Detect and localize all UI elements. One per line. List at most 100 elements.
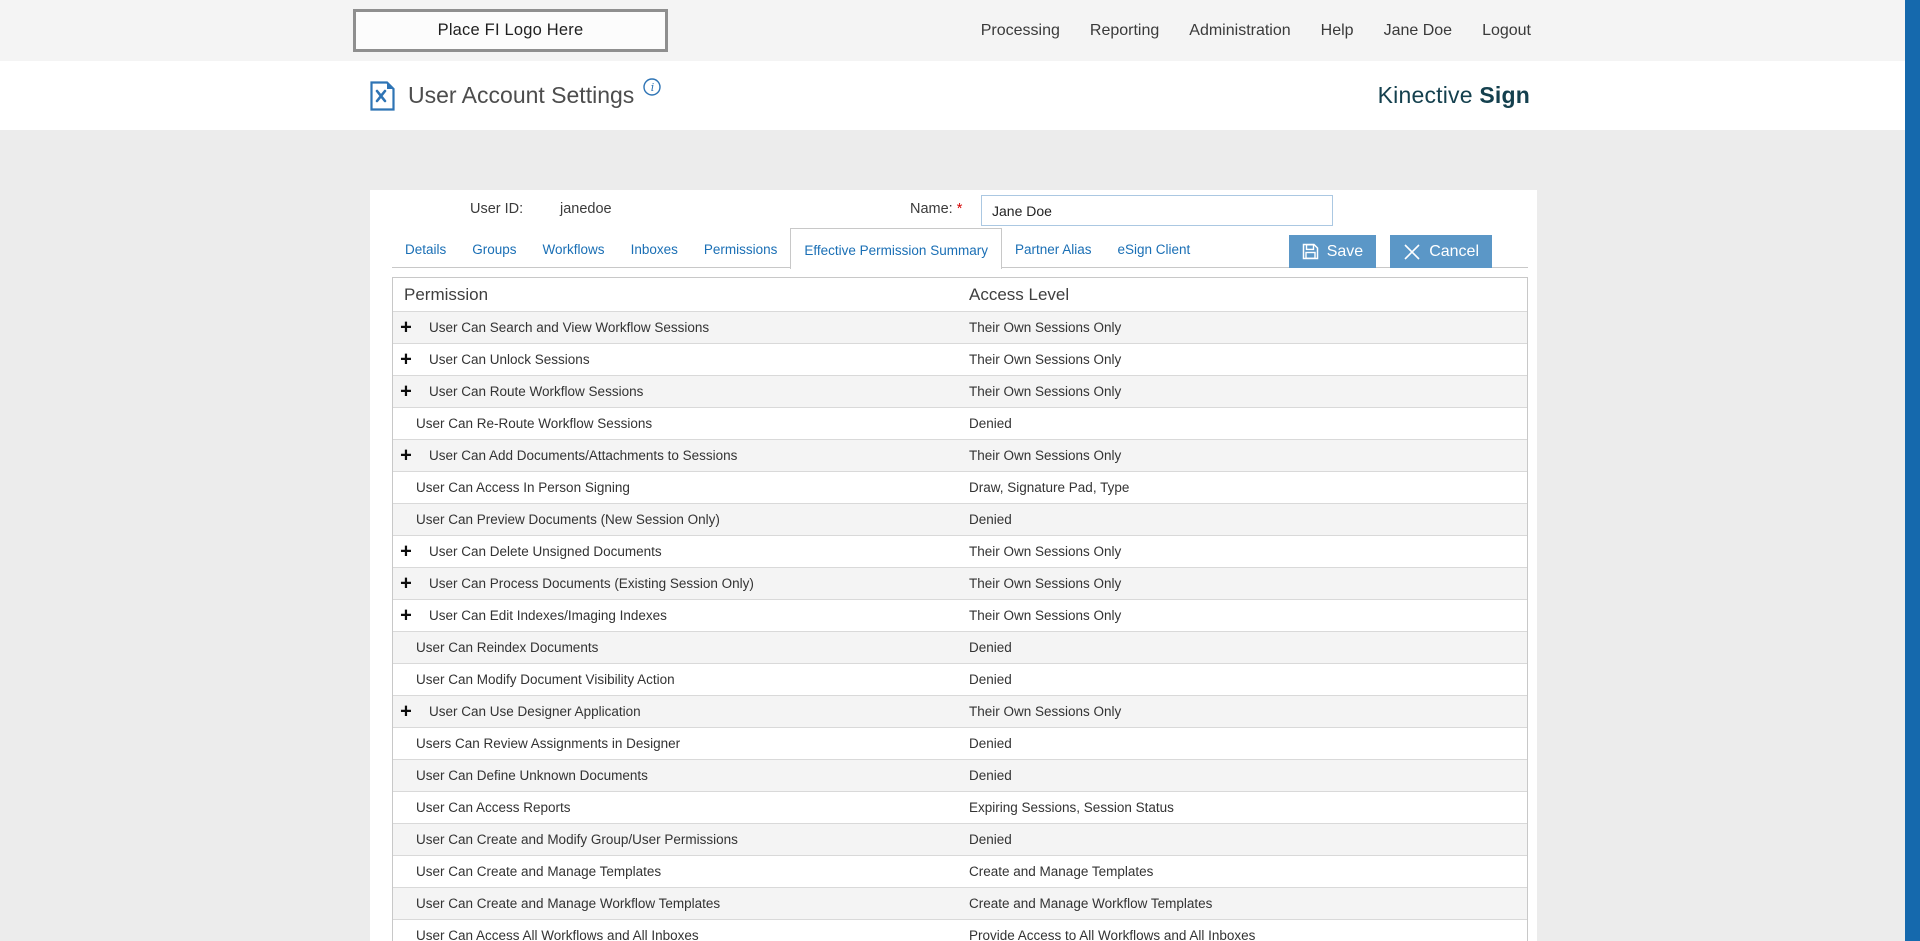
permission-cell: User Can Create and Modify Group/User Pe… [416,832,738,847]
permission-cell: User Can Route Workflow Sessions [429,384,644,399]
save-button[interactable]: Save [1288,235,1377,268]
table-header-row: Permission Access Level [393,278,1527,311]
info-icon[interactable]: i [643,77,661,96]
permission-cell: User Can Re-Route Workflow Sessions [416,416,653,431]
nav-item-administration[interactable]: Administration [1189,21,1291,39]
permission-cell: Users Can Review Assignments in Designer [416,736,681,751]
name-field[interactable] [981,195,1333,226]
tab-effective-permission-summary[interactable]: Effective Permission Summary [790,228,1002,269]
page-title: User Account Settings [408,82,635,108]
table-row: + User Can Process Documents (Existing Se… [393,567,1527,599]
permission-cell: User Can Unlock Sessions [429,352,590,367]
tab-strip: Details Groups Workflows Inboxes Permissions… [392,228,1528,269]
user-id-label: User ID: [470,201,524,217]
table-row: User Can Create and Manage Templates Crea… [393,855,1527,887]
permission-cell: User Can Modify Document Visibility Acti… [416,672,675,687]
tab-groups[interactable]: Groups [472,241,517,257]
table-row: Users Can Review Assignments in Designer… [393,727,1527,759]
permission-column-header: Permission [404,284,489,304]
permission-cell: User Can Create and Manage Templates [416,864,662,879]
permission-cell: User Can Define Unknown Documents [416,768,648,783]
action-buttons: Save Cancel [1288,235,1492,268]
user-id-value: janedoe [560,201,612,217]
name-label: Name: * [910,201,963,217]
access-level-cell: Their Own Sessions Only [969,704,1122,719]
table-row: + User Can Route Workflow Sessions Their O… [393,375,1527,407]
permission-cell: User Can Process Documents (Existing Ses… [429,576,754,591]
table-row: User Can Preview Documents (New Session … [393,503,1527,535]
access-level-cell: Their Own Sessions Only [969,576,1122,591]
page-header: User Account Settings i Kinective Sign [0,61,1905,130]
table-row: User Can Create and Manage Workflow Temp… [393,887,1527,919]
tab-partner-alias[interactable]: Partner Alias [1014,241,1092,257]
permission-cell: User Can Add Documents/Attachments to Se… [429,448,738,463]
tab-permissions[interactable]: Permissions [703,241,778,257]
table-row: User Can Re-Route Workflow Sessions Denie… [393,407,1527,439]
tab-details[interactable]: Details [405,241,447,257]
permission-cell: User Can Use Designer Application [429,704,641,719]
expand-plus-icon[interactable]: + [400,444,412,467]
permission-cell: User Can Reindex Documents [416,640,599,655]
expand-plus-icon[interactable]: + [400,316,412,339]
fi-logo-placeholder: Place FI Logo Here [353,9,668,52]
expand-plus-icon[interactable]: + [400,380,412,403]
kinective-sign-logo: Kinective Sign [1377,82,1530,108]
permission-cell: User Can Preview Documents (New Session … [416,512,720,527]
access-level-cell: Expiring Sessions, Session Status [969,800,1174,815]
access-level-cell: Their Own Sessions Only [969,320,1122,335]
table-row: + User Can Unlock Sessions Their Own Sessi… [393,343,1527,375]
expand-plus-icon[interactable]: + [400,348,412,371]
permission-cell: User Can Edit Indexes/Imaging Indexes [429,608,667,623]
access-level-cell: Their Own Sessions Only [969,608,1122,623]
access-level-cell: Denied [969,768,1012,783]
expand-plus-icon[interactable]: + [400,604,412,627]
table-row: + User Can Delete Unsigned Documents Their… [393,535,1527,567]
access-level-cell: Their Own Sessions Only [969,352,1122,367]
expand-plus-icon[interactable]: + [400,700,412,723]
access-level-cell: Their Own Sessions Only [969,448,1122,463]
access-level-cell: Denied [969,640,1012,655]
table-row: User Can Access In Person Signing Draw, S… [393,471,1527,503]
access-level-cell: Denied [969,736,1012,751]
nav-item-help[interactable]: Help [1320,21,1354,39]
tab-workflows[interactable]: Workflows [542,241,605,257]
scrollbar-thumb[interactable] [1905,0,1920,941]
table-row: + User Can Add Documents/Attachments to S… [393,439,1527,471]
table-row: User Can Define Unknown Documents Denied [393,759,1527,791]
access-level-cell: Provide Access to All Workflows and All … [969,928,1256,941]
cancel-button[interactable]: Cancel [1390,235,1492,268]
nav-item-reporting[interactable]: Reporting [1089,21,1160,39]
expand-plus-icon[interactable]: + [400,572,412,595]
access-level-cell: Denied [969,416,1012,431]
table-body: + User Can Search and View Workflow Sessi… [393,311,1527,941]
tab-inboxes[interactable]: Inboxes [630,241,678,257]
fi-logo-placeholder-text: Place FI Logo Here [437,21,584,39]
access-level-cell: Denied [969,512,1012,527]
access-level-cell: Draw, Signature Pad, Type [969,480,1130,495]
table-row: User Can Access Reports Expiring Sessions… [393,791,1527,823]
nav-item-jane-doe[interactable]: Jane Doe [1383,21,1453,39]
required-asterisk: * [956,201,963,217]
access-level-cell: Their Own Sessions Only [969,544,1122,559]
access-level-cell: Create and Manage Templates [969,864,1154,879]
svg-text:i: i [651,81,655,94]
tab-esign-client[interactable]: eSign Client [1117,241,1191,257]
permission-cell: User Can Access All Workflows and All In… [416,928,699,941]
nav-item-logout[interactable]: Logout [1482,21,1531,39]
permission-cell: User Can Create and Manage Workflow Temp… [416,896,721,911]
permission-cell: User Can Access In Person Signing [416,480,630,495]
effective-permissions-table: Permission Access Level + User Can Search… [392,277,1528,941]
save-floppy-icon [1302,243,1318,260]
expand-plus-icon[interactable]: + [400,540,412,563]
main-nav: Processing Reporting Administration Help Jan… [981,22,1531,40]
page-scrollbar[interactable] [1905,0,1920,941]
nav-item-processing[interactable]: Processing [980,21,1060,39]
user-account-card: User ID: janedoe Name:* Details Groups Wor… [370,190,1537,941]
access-level-cell: Denied [969,672,1012,687]
access-level-column-header: Access Level [969,284,1070,304]
table-row: User Can Create and Modify Group/User Pe… [393,823,1527,855]
table-row: + User Can Search and View Workflow Sessi… [393,311,1527,343]
table-row: + User Can Use Designer Application Their … [393,695,1527,727]
table-row: User Can Reindex Documents Denied [393,631,1527,663]
permission-cell: User Can Delete Unsigned Documents [429,544,662,559]
